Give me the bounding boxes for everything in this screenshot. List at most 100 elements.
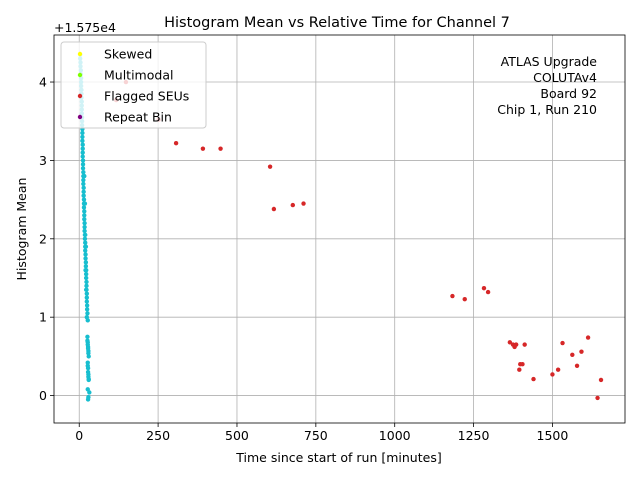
legend-label-flagged-seus: Flagged SEUs xyxy=(104,89,189,104)
data-point xyxy=(84,291,90,296)
legend-marker-flagged-seus xyxy=(77,93,83,99)
data-point xyxy=(218,146,223,151)
legend: Skewed Multimodal Flagged SEUs Repeat Bi… xyxy=(60,41,207,129)
data-point xyxy=(85,334,90,339)
grid xyxy=(54,35,625,423)
data-point xyxy=(84,279,89,285)
data-point xyxy=(82,220,87,226)
data-point xyxy=(80,146,85,151)
data-point xyxy=(82,236,88,241)
data-point xyxy=(86,354,91,359)
legend-marker-multimodal xyxy=(77,72,83,78)
plot-frame xyxy=(53,34,626,424)
data-point xyxy=(83,264,89,269)
data-point xyxy=(84,283,89,289)
data-point xyxy=(83,244,89,249)
data-point xyxy=(82,201,88,206)
data-point xyxy=(83,248,88,253)
data-point xyxy=(579,349,584,354)
data-point xyxy=(598,377,604,383)
data-point xyxy=(82,209,87,214)
annotation-line-2: COLUTAv4 xyxy=(533,70,597,85)
x-tick-label: 0 xyxy=(75,428,83,443)
data-point xyxy=(267,164,273,169)
data-point xyxy=(82,217,87,222)
data-point xyxy=(83,232,88,238)
data-point xyxy=(84,307,90,312)
data-point xyxy=(84,314,90,320)
y-tick-label: 3 xyxy=(39,153,47,168)
data-point xyxy=(481,285,487,291)
legend-label-repeat-bin: Repeat Bin xyxy=(104,110,172,125)
data-point xyxy=(83,240,88,245)
data-point xyxy=(82,228,87,234)
data-point xyxy=(290,202,296,208)
data-point xyxy=(200,146,206,151)
x-tick-label: 1000 xyxy=(379,428,411,443)
data-point xyxy=(86,377,91,383)
data-point xyxy=(570,352,575,358)
annotation-line-4: Chip 1, Run 210 xyxy=(497,102,597,117)
data-point xyxy=(560,340,565,346)
y-axis-label: Histogram Mean xyxy=(14,178,29,281)
data-point xyxy=(450,293,455,299)
data-point xyxy=(507,340,513,345)
data-point xyxy=(83,271,89,277)
data-point xyxy=(81,193,86,198)
annotation-line-3: Board 92 xyxy=(540,86,597,101)
data-point xyxy=(82,213,87,218)
chart-title: Histogram Mean vs Relative Time for Chan… xyxy=(164,15,510,31)
data-point xyxy=(595,395,600,401)
data-point xyxy=(81,205,87,210)
data-point xyxy=(83,287,89,292)
y-tick-label: 2 xyxy=(39,231,47,246)
data-point xyxy=(85,397,91,402)
data-point xyxy=(81,185,86,191)
data-point xyxy=(82,224,87,230)
data-point xyxy=(485,289,491,295)
legend-label-skewed: Skewed xyxy=(104,47,152,62)
data-point xyxy=(517,367,522,372)
data-point xyxy=(85,311,90,316)
legend-marker-repeat-bin xyxy=(77,114,83,120)
data-point xyxy=(513,342,519,347)
data-point xyxy=(80,166,86,171)
x-tick-label: 1250 xyxy=(458,428,490,443)
data-point xyxy=(81,197,87,202)
data-point xyxy=(81,169,86,175)
data-point xyxy=(80,142,85,147)
data-point xyxy=(83,267,88,273)
x-tick-label: 250 xyxy=(146,428,170,443)
x-tick-label: 1500 xyxy=(537,428,569,443)
y-axis-offset-label: +1.575e4 xyxy=(54,20,116,35)
data-point xyxy=(82,173,87,179)
annotation-box: ATLAS Upgrade COLUTAv4 Board 92 Chip 1, … xyxy=(497,54,597,117)
data-point xyxy=(550,372,555,377)
data-point xyxy=(80,158,86,163)
x-tick-label: 500 xyxy=(225,428,249,443)
data-point xyxy=(574,363,580,368)
data-point xyxy=(81,177,86,183)
y-tick-label: 4 xyxy=(39,75,47,90)
annotation-line-1: ATLAS Upgrade xyxy=(501,54,598,69)
data-point xyxy=(80,150,85,155)
data-point xyxy=(85,365,91,371)
data-point xyxy=(80,162,86,167)
legend-label-multimodal: Multimodal xyxy=(104,68,173,83)
x-axis-label: Time since start of run [minutes] xyxy=(235,450,441,465)
data-point xyxy=(80,154,85,159)
data-point xyxy=(83,252,88,257)
data-point xyxy=(173,140,179,146)
data-point xyxy=(85,360,90,365)
data-point xyxy=(84,303,90,308)
data-point xyxy=(81,189,86,194)
data-point xyxy=(585,335,591,340)
y-tick-label: 0 xyxy=(39,388,47,403)
y-tick-label: 1 xyxy=(39,310,47,325)
data-point xyxy=(555,367,561,372)
data-point xyxy=(81,181,86,187)
data-point xyxy=(83,275,89,281)
data-point xyxy=(80,138,85,144)
data-point xyxy=(531,376,536,382)
